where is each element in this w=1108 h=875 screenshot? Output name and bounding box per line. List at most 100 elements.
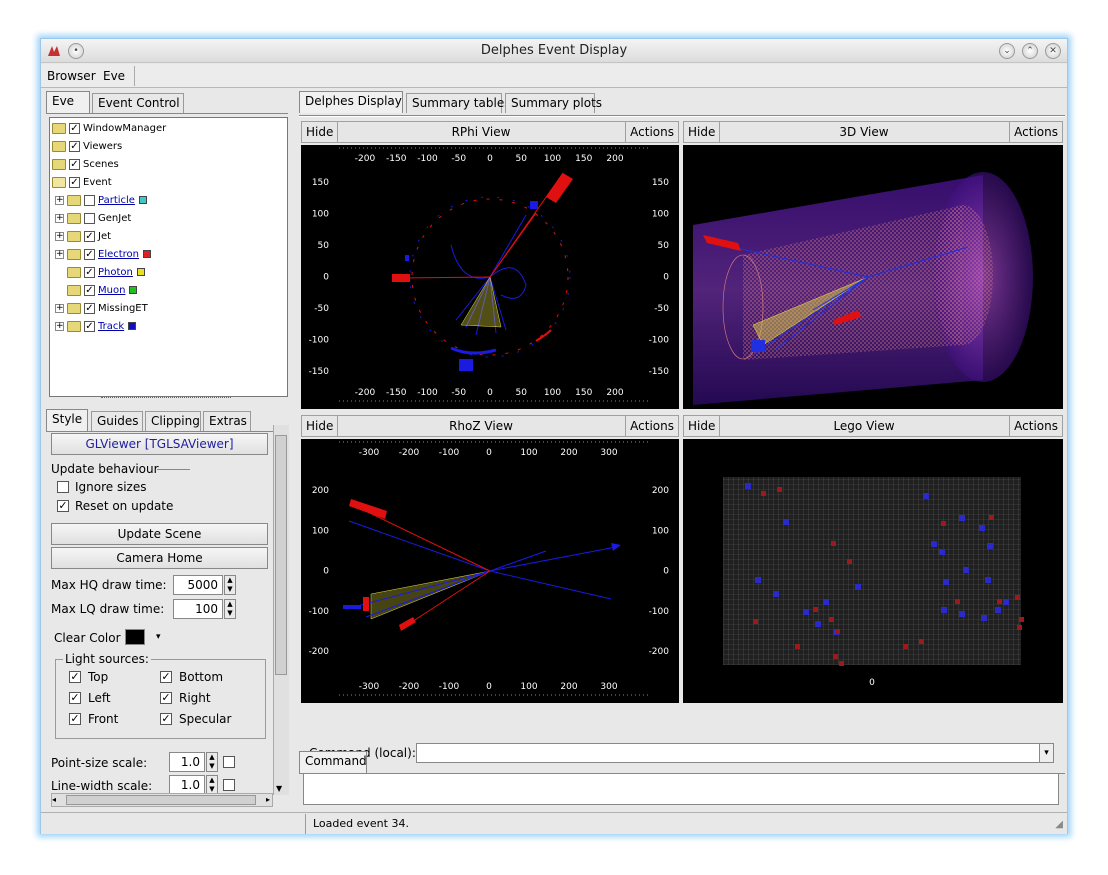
tree-item-photon[interactable]: ✓ Photon (67, 263, 145, 281)
expand-icon[interactable]: + (55, 212, 64, 223)
tab-guides[interactable]: Guides (91, 411, 143, 431)
light-front-checkbox[interactable]: ✓ (69, 712, 81, 725)
line-width-checkbox[interactable] (223, 779, 235, 791)
expand-icon[interactable]: + (55, 194, 64, 205)
update-scene-button[interactable]: Update Scene (51, 523, 268, 545)
tree-checkbox[interactable]: ✓ (84, 230, 95, 242)
viewer-button[interactable]: GLViewer [TGLSAViewer] (51, 433, 268, 455)
window-menu-button[interactable]: • (68, 43, 84, 59)
rphi-hide-button[interactable]: Hide (302, 122, 339, 142)
light-left-checkbox[interactable]: ✓ (69, 691, 81, 704)
clear-color-swatch[interactable] (125, 629, 145, 645)
point-size-spinner[interactable]: ▲ ▼ (206, 752, 218, 772)
camera-home-button[interactable]: Camera Home (51, 547, 268, 569)
maximize-button[interactable]: ⌃ (1022, 43, 1038, 59)
rhoz-hide-button[interactable]: Hide (302, 416, 339, 436)
light-sources-label: Light sources: (63, 652, 151, 666)
splitter-handle[interactable] (101, 397, 231, 403)
threed-viewer[interactable] (683, 145, 1063, 409)
color-swatch[interactable] (136, 268, 145, 276)
command-dropdown-icon[interactable]: ▾ (1039, 744, 1053, 762)
scroll-thumb[interactable] (275, 435, 287, 675)
tree-item-missinget[interactable]: + ✓ MissingET (55, 302, 148, 314)
lego-tower-electron (813, 607, 818, 612)
reset-on-update-checkbox[interactable]: ✓ (57, 499, 69, 512)
light-top-checkbox[interactable]: ✓ (69, 670, 81, 683)
tree-item-genjet[interactable]: + GenJet (55, 212, 132, 224)
expand-icon[interactable]: + (55, 248, 64, 259)
color-swatch[interactable] (128, 322, 137, 330)
tree-checkbox[interactable]: ✓ (69, 140, 80, 152)
lego-actions-button[interactable]: Actions (1009, 416, 1062, 436)
tab-extras[interactable]: Extras (203, 411, 251, 431)
tree-checkbox[interactable]: ✓ (84, 248, 95, 260)
tree-item-muon[interactable]: ✓ Muon (67, 281, 138, 299)
resize-grip-icon[interactable]: ◢ (1055, 819, 1063, 830)
vertical-scrollbar[interactable]: ▼ (273, 425, 289, 795)
tree-item-track[interactable]: + ✓ Track (55, 317, 137, 335)
tab-summary-tables[interactable]: Summary tables (406, 93, 510, 113)
color-swatch[interactable] (143, 250, 152, 258)
tree-checkbox[interactable]: ✓ (84, 266, 95, 278)
rhoz-viewer[interactable]: -300 -200 -100 0 100 200 300 -300 -200 -100 0 100 2… (301, 439, 679, 703)
color-swatch[interactable] (129, 286, 138, 294)
tab-eve[interactable]: Eve (46, 91, 90, 113)
tree-checkbox[interactable]: ✓ (69, 176, 80, 188)
rphi-actions-button[interactable]: Actions (625, 122, 678, 142)
expand-icon[interactable]: + (55, 320, 64, 331)
menu-eve[interactable]: Eve (103, 69, 126, 83)
rphi-x-tick-label: 150 (575, 154, 592, 164)
rphi-viewer[interactable]: -200 -150 -100 -50 0 50 100 150 200 -200 -150 -100… (301, 145, 679, 409)
tree-checkbox[interactable] (84, 212, 95, 224)
close-button[interactable]: ✕ (1045, 43, 1061, 59)
light-specular-checkbox[interactable]: ✓ (160, 712, 172, 725)
rhoz-actions-button[interactable]: Actions (625, 416, 678, 436)
threed-actions-button[interactable]: Actions (1009, 122, 1062, 142)
max-lq-input[interactable]: 100 (173, 599, 223, 619)
tree-item-scenes[interactable]: ✓ Scenes (52, 155, 119, 173)
point-size-checkbox[interactable] (223, 756, 235, 768)
color-dropdown-icon[interactable]: ▾ (156, 632, 161, 642)
rphi-y-tick-label: -50 (314, 304, 329, 314)
tree-checkbox[interactable]: ✓ (84, 320, 95, 332)
line-width-spinner[interactable]: ▲ ▼ (206, 775, 218, 795)
max-hq-spinner[interactable]: ▲ ▼ (224, 575, 236, 595)
tree-checkbox[interactable]: ✓ (69, 122, 80, 134)
color-swatch[interactable] (138, 196, 147, 204)
lego-hide-button[interactable]: Hide (684, 416, 721, 436)
tree-checkbox[interactable] (84, 194, 95, 206)
rphi-y-tick-label: 100 (652, 210, 669, 220)
h-scroll-thumb[interactable] (66, 795, 256, 805)
tab-clipping[interactable]: Clipping (145, 411, 201, 431)
tree-item-viewers[interactable]: ✓ Viewers (52, 137, 122, 155)
tab-summary-plots[interactable]: Summary plots (505, 93, 602, 113)
point-size-input[interactable]: 1.0 (169, 752, 205, 772)
horizontal-scrollbar[interactable]: ◂ ▸ (51, 793, 273, 807)
tree-item-windowmanager[interactable]: ✓ WindowManager (52, 119, 166, 137)
max-hq-input[interactable]: 5000 (173, 575, 223, 595)
tree-item-jet[interactable]: + ✓ Jet (55, 230, 112, 242)
menu-browser[interactable]: Browser (47, 69, 96, 83)
ignore-sizes-checkbox[interactable] (57, 481, 69, 493)
threed-hide-button[interactable]: Hide (684, 122, 721, 142)
light-right-checkbox[interactable]: ✓ (160, 691, 172, 704)
expand-icon[interactable]: + (55, 302, 64, 313)
tree-checkbox[interactable]: ✓ (69, 158, 80, 170)
lego-viewer[interactable]: 0 (683, 439, 1063, 703)
tree-item-particle[interactable]: + Particle (55, 191, 147, 209)
tab-command[interactable]: Command (299, 751, 367, 773)
tree-item-event[interactable]: ✓ Event (52, 173, 112, 191)
max-lq-spinner[interactable]: ▲ ▼ (224, 599, 236, 619)
tab-delphes-display[interactable]: Delphes Display (299, 91, 403, 113)
tab-style[interactable]: Style (46, 409, 88, 431)
lego-tower-track (931, 541, 937, 547)
line-width-input[interactable]: 1.0 (169, 775, 205, 795)
tab-event-control[interactable]: Event Control (92, 93, 184, 113)
command-input[interactable]: ▾ (416, 743, 1054, 763)
tree-checkbox[interactable]: ✓ (84, 302, 95, 314)
expand-icon[interactable]: + (55, 230, 64, 241)
tree-item-electron[interactable]: + ✓ Electron (55, 245, 152, 263)
minimize-button[interactable]: ⌄ (999, 43, 1015, 59)
light-bottom-checkbox[interactable]: ✓ (160, 670, 172, 683)
tree-checkbox[interactable]: ✓ (84, 284, 95, 296)
